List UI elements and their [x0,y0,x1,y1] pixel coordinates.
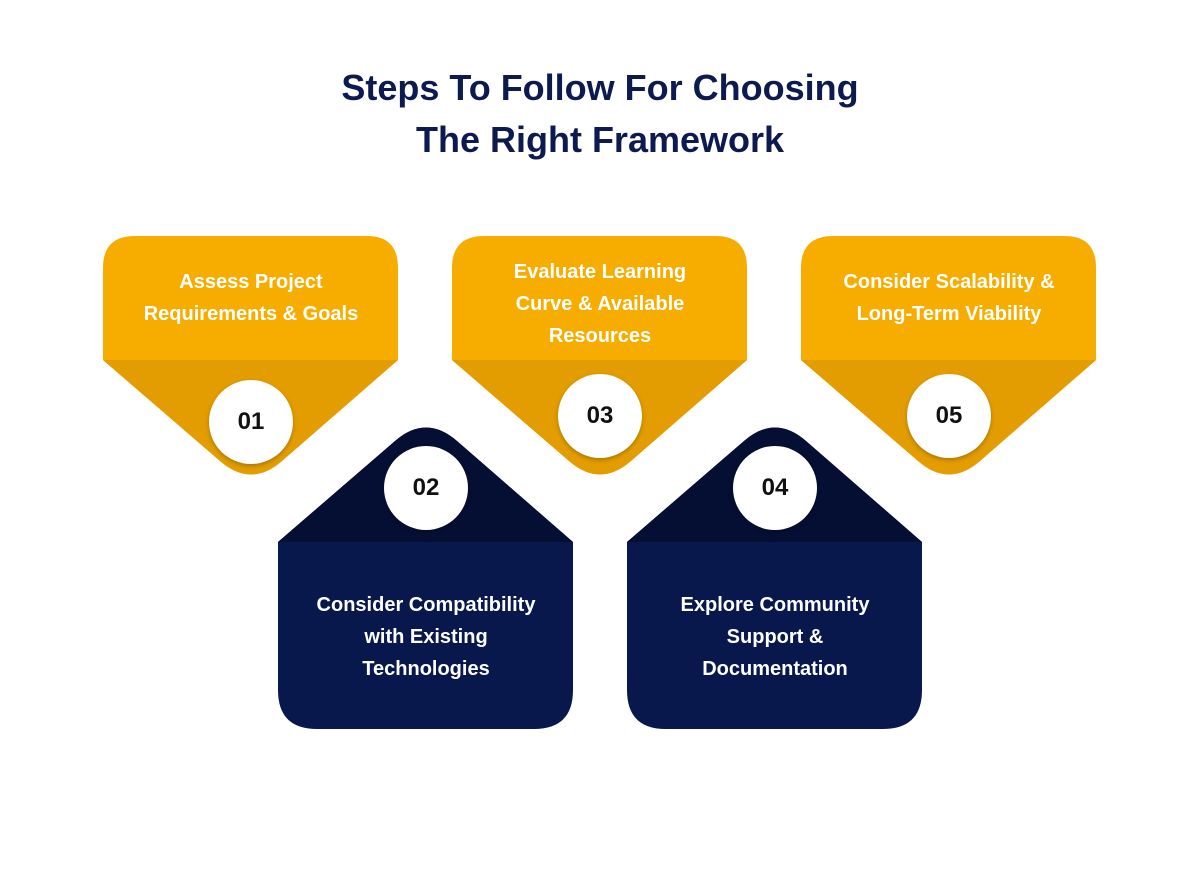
step-label-03: Evaluate Learning Curve & Available Reso… [513,261,687,347]
step-label-02: Consider Compatibility with Existing Tec… [316,594,536,680]
step-number-05: 05 [907,374,991,458]
step-number-03: 03 [558,374,642,458]
step-label-04: Explore Community Support & Documentatio… [680,594,870,680]
step-label-05: Consider Scalability & Long-Term Viabili… [843,271,1055,325]
title-line-1: Steps To Follow For Choosing [341,67,859,108]
step-label-01: Assess Project Requirements & Goals [143,271,359,325]
step-number-04: 04 [733,446,817,530]
title-line-2: The Right Framework [415,119,785,160]
step-number-02: 02 [384,446,468,530]
step-number-01: 01 [209,380,293,464]
diagram-title: Steps To Follow For Choosing The Right F… [0,62,1200,166]
